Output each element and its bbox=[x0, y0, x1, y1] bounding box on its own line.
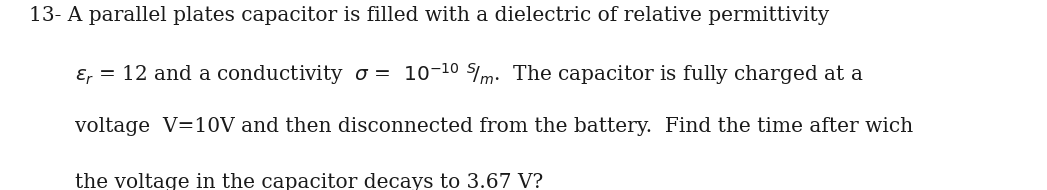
Text: $\varepsilon_r$ = 12 and a conductivity  $\sigma$ =  $10^{-10}$ $^{S}\!/_{m}$.  : $\varepsilon_r$ = 12 and a conductivity … bbox=[75, 61, 864, 87]
Text: voltage  V=10V and then disconnected from the battery.  Find the time after wich: voltage V=10V and then disconnected from… bbox=[75, 117, 914, 136]
Text: the voltage in the capacitor decays to 3.67 V?: the voltage in the capacitor decays to 3… bbox=[75, 173, 543, 190]
Text: 13- A parallel plates capacitor is filled with a dielectric of relative permitti: 13- A parallel plates capacitor is fille… bbox=[29, 6, 829, 25]
